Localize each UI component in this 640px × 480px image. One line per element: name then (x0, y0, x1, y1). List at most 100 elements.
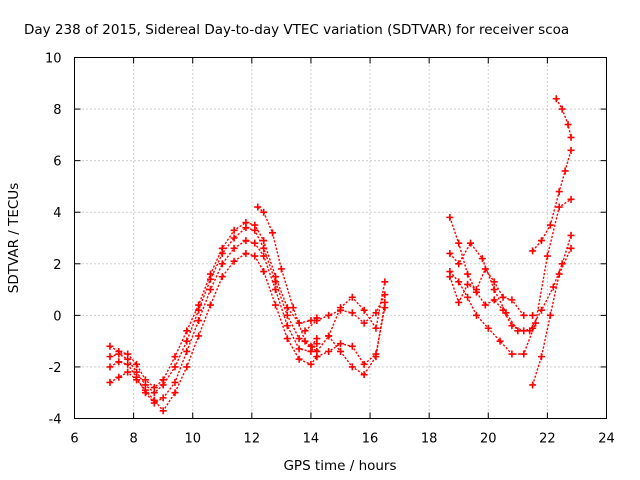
data-point (141, 376, 149, 384)
data-point (283, 311, 291, 319)
x-tick-labels: 6 8 10 12 14 16 18 20 22 24 (70, 432, 614, 447)
data-point (325, 332, 333, 340)
data-point (115, 358, 123, 366)
data-point (552, 95, 560, 103)
data-point (325, 311, 333, 319)
data-point (496, 337, 504, 345)
x-tick-label: 14 (303, 432, 320, 447)
data-point (159, 376, 167, 384)
y-tick-labels: -4 -2 0 2 4 6 8 10 (45, 52, 62, 428)
series-line (555, 98, 572, 138)
data-point (242, 249, 250, 257)
data-point (254, 203, 262, 211)
data-point (558, 105, 566, 113)
series-track-12 (446, 265, 537, 319)
data-point (464, 280, 472, 288)
data-point (381, 298, 389, 306)
x-tick-label: 24 (598, 432, 615, 447)
data-point (218, 244, 226, 252)
data-point (230, 234, 238, 242)
data-point (446, 249, 454, 257)
data-point (360, 319, 368, 327)
x-tick-label: 18 (421, 432, 438, 447)
data-point (478, 255, 486, 263)
y-tick-label: 0 (53, 309, 61, 324)
data-point (115, 373, 123, 381)
plot-frame (74, 57, 607, 419)
data-point (360, 306, 368, 314)
data-point (526, 327, 534, 335)
data-point (230, 244, 238, 252)
series-line (109, 252, 318, 412)
data-point (484, 324, 492, 332)
series-track-14 (529, 146, 575, 255)
series-track-5 (254, 203, 389, 355)
data-point (372, 324, 380, 332)
data-point (260, 208, 268, 216)
series-track-8 (325, 298, 389, 379)
data-point (242, 219, 250, 227)
data-point (499, 293, 507, 301)
series-track-10 (446, 195, 575, 358)
data-point (381, 291, 389, 299)
data-point (529, 381, 537, 389)
series-track-15 (552, 95, 575, 141)
data-point (106, 342, 114, 350)
data-point (171, 353, 179, 361)
data-point (455, 260, 463, 268)
data-point (301, 327, 309, 335)
series-line (449, 198, 572, 355)
data-point (307, 317, 315, 325)
data-point (348, 342, 356, 350)
data-point (520, 350, 528, 358)
data-point (337, 340, 344, 348)
data-point (150, 384, 158, 392)
data-point (502, 309, 510, 317)
series-line (449, 235, 572, 332)
data-point (481, 265, 489, 273)
data-point (549, 283, 557, 291)
data-point (514, 327, 522, 335)
data-point (508, 296, 516, 304)
data-point (301, 337, 309, 345)
data-point (372, 309, 380, 317)
data-point (133, 360, 141, 368)
data-point (106, 353, 114, 361)
data-point (325, 347, 333, 355)
data-point (348, 309, 356, 317)
data-point (567, 133, 575, 141)
data-point (564, 121, 572, 129)
data-point (348, 293, 356, 301)
data-point (283, 304, 291, 312)
data-point (206, 301, 214, 309)
data-point (546, 221, 554, 229)
data-point (295, 345, 303, 353)
data-point (283, 335, 291, 343)
data-point (260, 237, 268, 245)
data-point (490, 278, 498, 286)
data-point (337, 347, 344, 355)
data-point (133, 368, 141, 376)
data-point (206, 270, 214, 278)
data-point (472, 311, 480, 319)
y-tick-label: 4 (53, 206, 61, 221)
data-point (555, 188, 563, 196)
data-point (464, 293, 472, 301)
data-point (251, 221, 259, 229)
data-point (141, 389, 149, 397)
series-line (449, 217, 533, 332)
data-point (283, 322, 291, 330)
series-track-11 (446, 231, 575, 335)
data-point (171, 363, 179, 371)
data-point (124, 350, 132, 358)
data-point (218, 273, 226, 281)
data-point (313, 353, 321, 361)
data-point (195, 332, 203, 340)
data-point (271, 273, 279, 281)
data-point (150, 399, 158, 407)
data-point (529, 247, 537, 255)
data-point (269, 229, 277, 237)
data-point (567, 231, 575, 239)
series-track-13 (529, 244, 575, 389)
